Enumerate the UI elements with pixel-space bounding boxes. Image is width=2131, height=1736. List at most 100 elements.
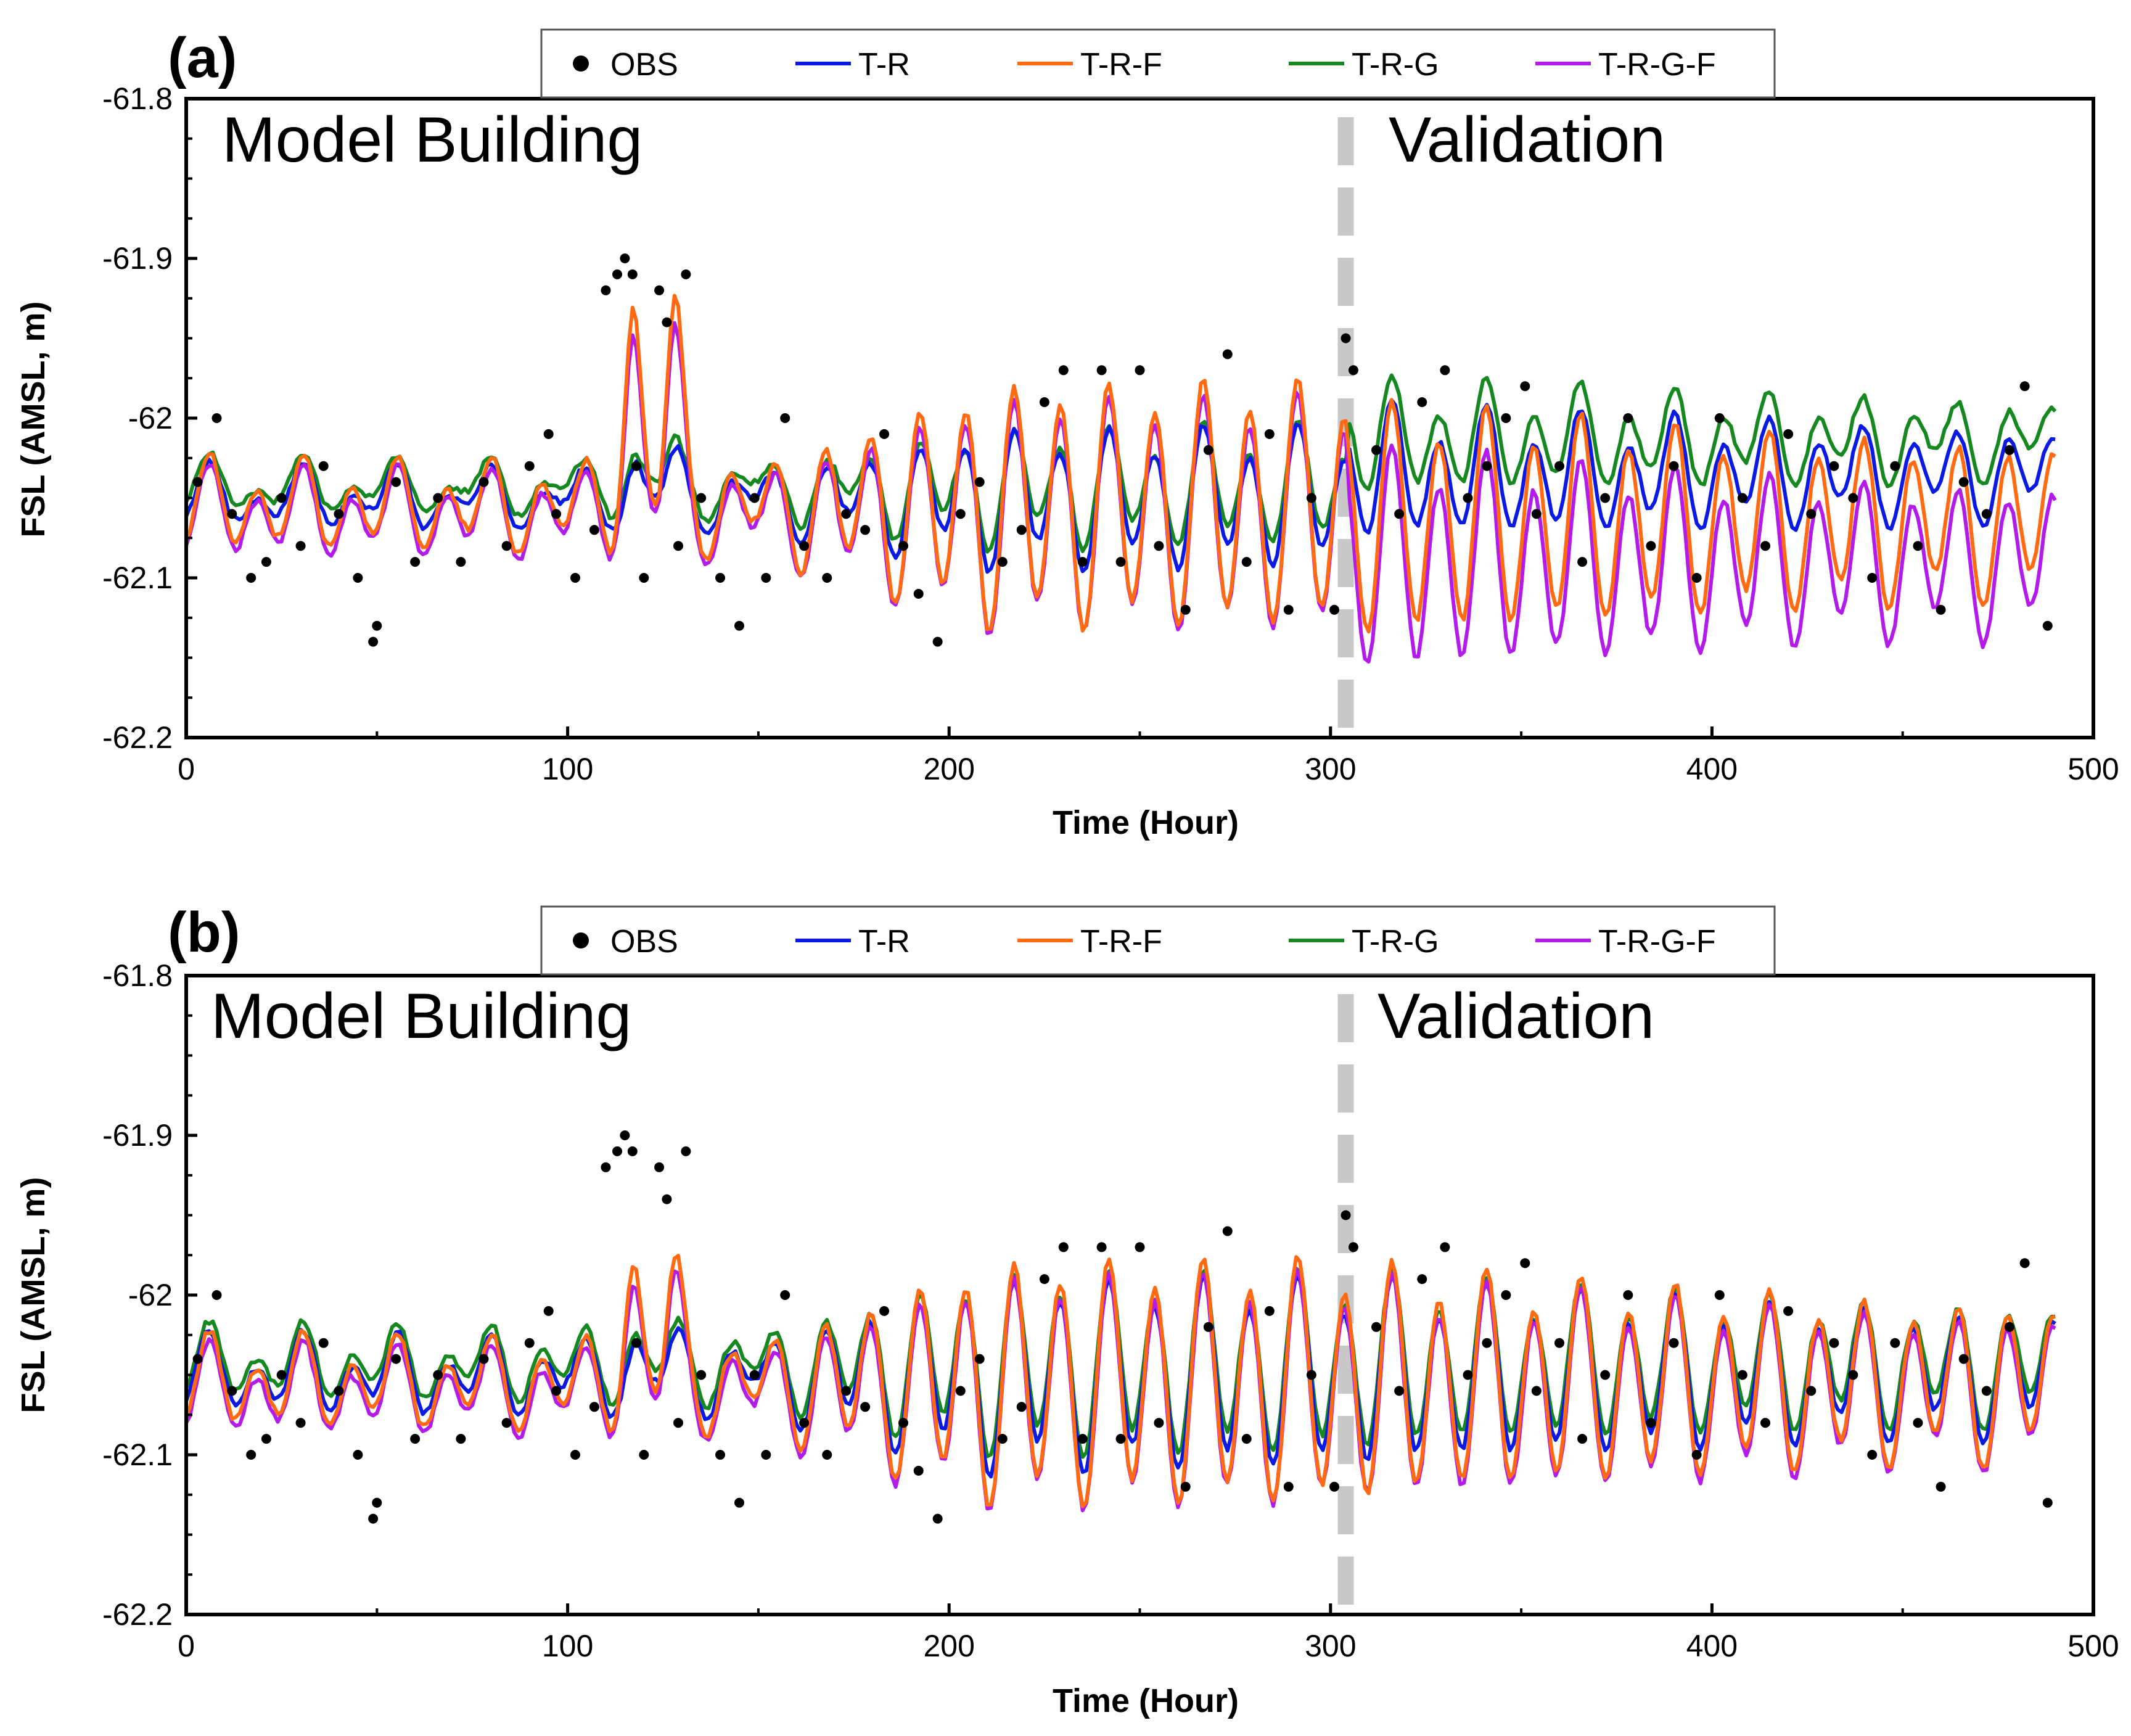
- obs-point: [192, 477, 203, 487]
- x-tick-label: 400: [1686, 1629, 1738, 1663]
- obs-point: [524, 1338, 535, 1348]
- obs-point: [1623, 413, 1633, 423]
- obs-point: [799, 1418, 810, 1428]
- obs-point: [1077, 1434, 1088, 1444]
- obs-point: [932, 1513, 943, 1524]
- obs-point: [1096, 365, 1107, 376]
- obs-point: [761, 573, 771, 583]
- obs-point: [410, 1434, 421, 1444]
- obs-point: [1737, 493, 1747, 503]
- series-line-t-r-f: [184, 1254, 2056, 1508]
- obs-point: [997, 1434, 1008, 1444]
- obs-point: [1341, 333, 1351, 343]
- obs-point: [318, 1338, 329, 1348]
- obs-point: [1016, 525, 1027, 535]
- obs-point: [860, 525, 871, 535]
- obs-point: [1264, 429, 1275, 439]
- obs-point: [1829, 461, 1839, 471]
- obs-point: [1714, 1290, 1725, 1300]
- obs-point: [1096, 1242, 1107, 1253]
- obs-point: [1440, 365, 1450, 376]
- obs-point: [1760, 541, 1771, 551]
- obs-point: [501, 541, 512, 551]
- obs-point: [1371, 1322, 1382, 1332]
- obs-point: [276, 493, 287, 503]
- region-label-model-building: Model Building: [211, 981, 631, 1052]
- obs-point: [551, 509, 562, 519]
- obs-point: [227, 1386, 237, 1396]
- obs-point: [761, 1450, 771, 1460]
- obs-point: [696, 493, 707, 503]
- region-label-validation: Validation: [1389, 104, 1665, 176]
- obs-point: [620, 1130, 630, 1140]
- obs-point: [1241, 1434, 1252, 1444]
- x-tick-label: 500: [2067, 752, 2119, 786]
- obs-point: [1958, 477, 1969, 487]
- obs-point: [1691, 573, 1702, 583]
- chart-panel-b: (b) Model Building Validation Time (Hour…: [15, 901, 2119, 1719]
- obs-point: [1867, 573, 1878, 583]
- obs-point: [639, 573, 649, 583]
- obs-point: [1829, 1338, 1839, 1348]
- obs-point: [1890, 1338, 1900, 1348]
- obs-point: [997, 557, 1008, 567]
- obs-point: [1669, 1338, 1679, 1348]
- obs-point: [1737, 1370, 1747, 1380]
- obs-point: [1180, 1481, 1191, 1492]
- x-tick-label: 0: [178, 1629, 195, 1663]
- obs-point: [246, 1450, 257, 1460]
- y-tick-label: -61.9: [102, 1118, 173, 1153]
- obs-point: [1264, 1306, 1275, 1316]
- obs-point: [1890, 461, 1900, 471]
- obs-point: [955, 1386, 966, 1396]
- obs-point: [1222, 349, 1233, 360]
- obs-point: [1283, 1481, 1294, 1492]
- obs-point: [589, 1402, 599, 1412]
- x-tick-label: 200: [923, 1629, 974, 1663]
- obs-point: [1554, 461, 1564, 471]
- obs-point: [192, 1354, 203, 1364]
- obs-point: [612, 269, 623, 279]
- obs-point: [456, 1434, 466, 1444]
- obs-point: [734, 1497, 744, 1508]
- obs-point: [1058, 1242, 1069, 1253]
- obs-point: [589, 525, 599, 535]
- obs-point: [372, 620, 382, 631]
- obs-point: [1348, 365, 1358, 376]
- obs-point: [501, 1418, 512, 1428]
- obs-point: [1417, 397, 1427, 408]
- legend-label-obs: OBS: [610, 924, 678, 960]
- legend-label-t-r-g-f: T-R-G-F: [1598, 924, 1716, 960]
- obs-point: [246, 573, 257, 583]
- obs-point: [1501, 413, 1511, 423]
- obs-point: [1482, 461, 1492, 471]
- legend-label-obs: OBS: [610, 47, 678, 83]
- obs-point: [211, 1290, 222, 1300]
- x-tick-label: 500: [2067, 1629, 2119, 1663]
- obs-point: [433, 493, 443, 503]
- obs-point: [1783, 1306, 1794, 1316]
- y-tick-label: -61.8: [102, 958, 173, 993]
- obs-point: [1180, 604, 1191, 615]
- obs-point: [2004, 445, 2014, 455]
- obs-point: [673, 1418, 683, 1428]
- obs-point: [841, 509, 852, 519]
- obs-point: [1958, 1354, 1969, 1364]
- obs-point: [734, 620, 744, 631]
- obs-point: [1371, 445, 1382, 455]
- obs-point: [879, 429, 890, 439]
- obs-point: [1669, 461, 1679, 471]
- obs-point: [1203, 445, 1213, 455]
- obs-point: [1867, 1450, 1878, 1460]
- obs-point: [1463, 1370, 1473, 1380]
- obs-point: [334, 509, 344, 519]
- x-tick-label: 300: [1305, 752, 1356, 786]
- obs-point: [1646, 1418, 1656, 1428]
- obs-point: [570, 573, 580, 583]
- y-axis-title: FSL (AMSL, m): [15, 1177, 52, 1413]
- obs-point: [276, 1370, 287, 1380]
- obs-point: [2019, 1258, 2030, 1269]
- legend-label-t-r-g: T-R-G: [1352, 47, 1439, 83]
- obs-point: [261, 1434, 271, 1444]
